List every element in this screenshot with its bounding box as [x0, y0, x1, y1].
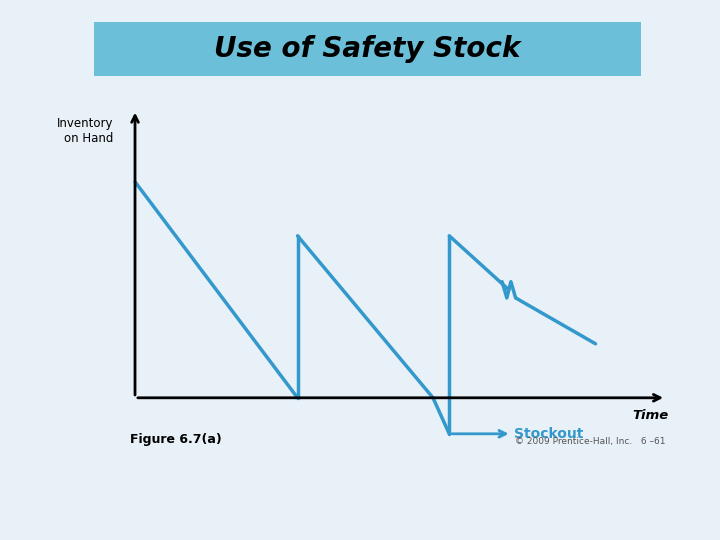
Text: Stockout: Stockout: [452, 427, 584, 441]
Text: Use of Safety Stock: Use of Safety Stock: [214, 35, 521, 63]
Text: Time: Time: [632, 409, 669, 422]
Text: Figure 6.7(a): Figure 6.7(a): [130, 434, 221, 447]
Text: Inventory
on Hand: Inventory on Hand: [57, 117, 113, 145]
Text: © 2009 Prentice-Hall, Inc.   6 –61: © 2009 Prentice-Hall, Inc. 6 –61: [516, 437, 666, 447]
